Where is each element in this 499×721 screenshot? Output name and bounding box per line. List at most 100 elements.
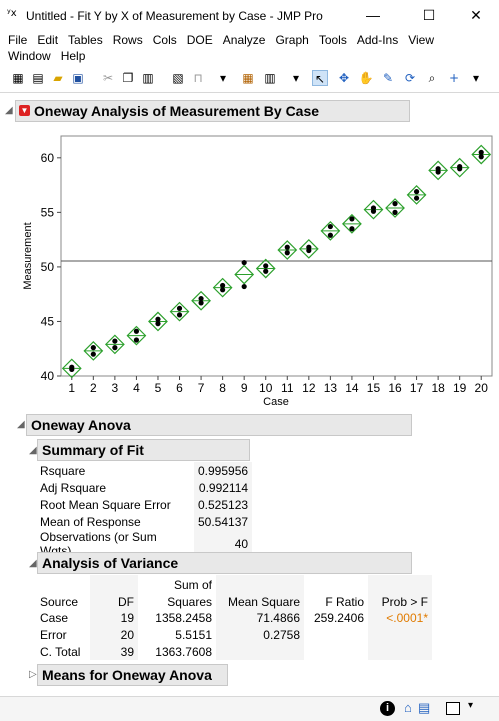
disclosure-open-icon[interactable]: ◢ xyxy=(5,105,13,116)
x-tick-label: 4 xyxy=(133,381,140,395)
menu-file[interactable]: File xyxy=(8,33,28,47)
x-tick-label: 6 xyxy=(176,381,183,395)
menu-graph[interactable]: Graph xyxy=(275,33,309,47)
crosshair-icon[interactable]: + xyxy=(448,71,460,85)
save-icon[interactable]: ▣ xyxy=(72,71,84,85)
data-point[interactable] xyxy=(155,321,161,327)
new-data-table-icon[interactable]: ▦ xyxy=(12,71,24,85)
arrow-tool-icon[interactable]: ↖ xyxy=(312,70,328,86)
menu-window[interactable]: Window xyxy=(8,49,51,63)
data-point[interactable] xyxy=(69,364,75,370)
data-point[interactable] xyxy=(198,300,204,306)
anova-header-cell: DF xyxy=(90,592,138,609)
toolbar-overflow-icon[interactable]: ▾ xyxy=(219,71,227,85)
cut-icon[interactable]: ✂ xyxy=(102,71,114,85)
summary-value: 0.525123 xyxy=(194,496,253,513)
menu-add-ins[interactable]: Add-Ins xyxy=(356,33,399,47)
anova-header-cell xyxy=(304,575,368,592)
data-point[interactable] xyxy=(457,163,463,170)
data-point[interactable] xyxy=(241,283,247,290)
menu-tools[interactable]: Tools xyxy=(318,33,347,47)
new-script-icon[interactable]: ▤ xyxy=(32,71,44,85)
journal-icon[interactable]: ▧ xyxy=(172,71,184,85)
data-point[interactable] xyxy=(435,166,441,172)
data-point[interactable] xyxy=(198,295,204,302)
copy-icon[interactable]: ❐ xyxy=(122,71,134,85)
data-point[interactable] xyxy=(478,154,484,160)
menu-doe[interactable]: DOE xyxy=(186,33,213,47)
menu-analyze[interactable]: Analyze xyxy=(222,33,266,47)
oneway-anova-disclosure-icon[interactable]: ◢ xyxy=(17,419,25,430)
menu-cols[interactable]: Cols xyxy=(152,33,177,47)
data-point[interactable] xyxy=(263,263,269,269)
status-dropdown-icon[interactable]: ▾ xyxy=(468,700,474,711)
data-point[interactable] xyxy=(112,345,118,351)
data-point[interactable] xyxy=(370,205,377,211)
data-point[interactable] xyxy=(327,232,333,238)
data-point[interactable] xyxy=(306,244,312,250)
paste-icon[interactable]: ▥ xyxy=(142,71,154,85)
means-for-oneway-anova-header[interactable]: Means for Oneway Anova xyxy=(37,664,228,686)
window-size-icon[interactable] xyxy=(446,702,460,715)
hand-tool-icon[interactable]: ✋ xyxy=(358,71,374,85)
menu-tables[interactable]: Tables xyxy=(68,33,103,47)
data-point[interactable] xyxy=(133,328,140,334)
oneway-analysis-header[interactable]: ▼ Oneway Analysis of Measurement By Case xyxy=(15,100,410,122)
summary-of-fit-header[interactable]: Summary of Fit xyxy=(37,439,250,461)
maximize-button[interactable]: ☐ xyxy=(422,7,436,23)
red-triangle-menu-icon[interactable]: ▼ xyxy=(19,105,30,116)
anova-cell-ms: 0.2758 xyxy=(216,626,304,643)
data-point[interactable] xyxy=(90,345,96,351)
data-table-icon[interactable]: ▦ xyxy=(242,71,254,85)
data-point[interactable] xyxy=(349,226,355,232)
home-window-icon[interactable]: ⌂ xyxy=(404,700,412,715)
summary-row: Adj Rsquare 0.992114 xyxy=(36,479,253,496)
data-point[interactable] xyxy=(392,209,398,215)
magnifier-icon[interactable]: ⌕ xyxy=(428,71,436,85)
data-point[interactable] xyxy=(478,149,484,155)
minimize-button[interactable]: — xyxy=(366,7,380,23)
window-list-icon[interactable]: ▤ xyxy=(418,700,431,715)
summary-of-fit-disclosure-icon[interactable]: ◢ xyxy=(29,445,37,456)
data-point[interactable] xyxy=(284,250,290,256)
menu-edit[interactable]: Edit xyxy=(37,33,59,47)
data-point[interactable] xyxy=(284,244,290,250)
means-disclosure-closed-icon[interactable]: ▷ xyxy=(29,669,37,680)
data-point[interactable] xyxy=(413,189,420,195)
brush-tool-icon[interactable]: ✎ xyxy=(382,71,394,85)
data-point[interactable] xyxy=(176,305,183,311)
toolbar-overflow-icon-3[interactable]: ▾ xyxy=(472,71,480,85)
open-folder-icon[interactable]: ▰ xyxy=(53,71,63,85)
analysis-of-variance-header[interactable]: Analysis of Variance xyxy=(37,552,412,574)
data-point[interactable] xyxy=(176,312,183,318)
lasso-tool-icon[interactable]: ⟳ xyxy=(404,71,416,85)
menu-view[interactable]: View xyxy=(408,33,434,47)
data-point[interactable] xyxy=(220,287,226,293)
summary-of-fit-title: Summary of Fit xyxy=(42,442,144,458)
x-tick-label: 12 xyxy=(302,381,316,395)
data-point[interactable] xyxy=(133,337,140,343)
selection-crosshair-icon[interactable]: ✥ xyxy=(338,71,350,85)
data-point[interactable] xyxy=(112,338,118,344)
anova-cell-source: Error xyxy=(36,626,90,643)
data-point[interactable] xyxy=(220,282,226,289)
data-point[interactable] xyxy=(413,195,420,201)
menu-help[interactable]: Help xyxy=(60,49,86,63)
lock-icon[interactable]: ⊓ xyxy=(193,71,203,85)
data-point[interactable] xyxy=(241,259,247,266)
data-point[interactable] xyxy=(263,268,269,274)
info-icon[interactable]: i xyxy=(380,701,395,716)
data-point[interactable] xyxy=(90,351,96,357)
menu-rows[interactable]: Rows xyxy=(112,33,143,47)
data-point[interactable] xyxy=(155,316,161,322)
data-point[interactable] xyxy=(327,223,333,230)
summary-value: 0.992114 xyxy=(194,479,253,496)
analysis-of-variance-disclosure-icon[interactable]: ◢ xyxy=(29,558,37,569)
oneway-anova-header[interactable]: Oneway Anova xyxy=(26,414,412,436)
close-button[interactable]: ✕ xyxy=(470,7,482,23)
toolbar-overflow-icon-2[interactable]: ▾ xyxy=(292,71,300,85)
data-point[interactable] xyxy=(349,216,355,222)
data-point[interactable] xyxy=(392,201,398,207)
distribution-icon[interactable]: ▥ xyxy=(264,71,276,85)
